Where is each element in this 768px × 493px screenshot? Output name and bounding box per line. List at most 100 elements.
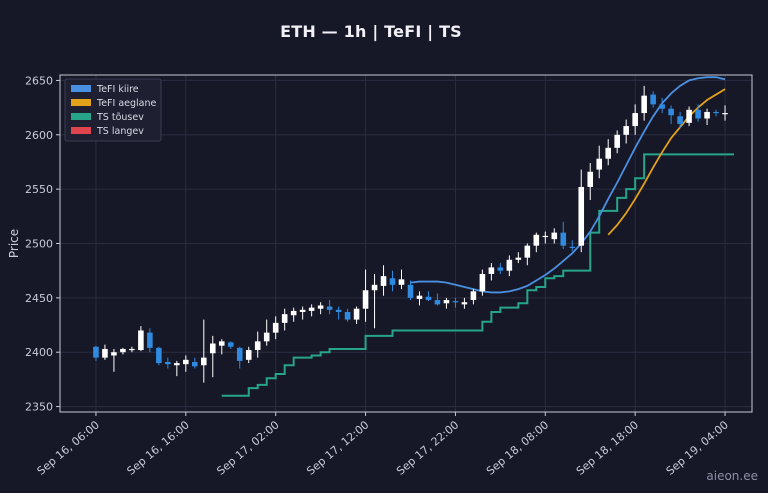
candle-body [659,104,665,109]
legend: TeFI kiire TeFI aeglane TS tõusev TS langev [64,78,162,142]
tefi-slow-line [607,88,726,236]
candle-body [578,186,585,246]
candle-body [317,305,324,309]
candle-body [443,300,450,304]
y-tick-label: 2450 [25,292,53,305]
candle-body [614,134,620,148]
candle-body [344,311,351,320]
candle-body [201,357,207,366]
legend-label: TeFI aeglane [96,98,156,109]
candle-body [416,295,423,299]
candle-body [515,257,522,260]
candle-body [120,348,126,353]
legend-label: TS langev [96,126,144,137]
candle-body [371,284,378,291]
x-tick-label: Sep 17, 22:00 [394,418,461,477]
x-tick-label: Sep 16, 06:00 [35,418,102,477]
y-axis-label: Price [7,229,21,258]
candle-body [156,347,162,364]
candles [93,85,728,383]
series-lines [221,76,735,397]
candle-body [722,113,728,115]
y-tick-label: 2500 [25,238,53,251]
candle-body [452,301,459,303]
candle-body [245,350,252,360]
x-tick-label: Sep 17, 12:00 [304,418,371,477]
candle-body [605,147,611,159]
candle-body [102,348,108,358]
candle-body [129,348,135,351]
candle-body [479,273,486,292]
legend-swatch [71,99,91,106]
candle-body [183,359,189,365]
candle-body [227,342,234,347]
watermark: aieon.ee [706,469,758,483]
legend-label: TeFI kiire [96,84,139,95]
legend-swatch [71,113,91,120]
y-tick-label: 2550 [25,183,53,196]
y-tick-label: 2650 [25,74,53,87]
candle-body [551,232,558,240]
candle-body [218,341,225,346]
candle-body [533,234,540,246]
candle-body [497,267,504,271]
candle-body [93,346,99,358]
candle-body [695,109,701,119]
candle-body [434,300,441,305]
candle-body [470,291,477,301]
candle-body [236,347,243,361]
legend-swatch [71,127,91,134]
x-tick-label: Sep 17, 02:00 [214,418,281,477]
legend-label: TS tõusev [96,112,144,123]
candle-body [299,309,306,312]
candle-body [192,361,198,367]
y-tick-label: 2350 [25,401,53,414]
legend-swatch [71,85,91,92]
y-tick-label: 2400 [25,346,53,359]
candle-body [335,309,342,312]
candle-body [560,232,567,246]
candle-body [174,363,180,366]
candle-body [138,330,144,351]
candle-body [407,284,414,298]
candle-body [389,278,396,285]
x-tick-label: Sep 18, 08:00 [484,418,551,477]
candle-body [111,352,117,356]
candle-body [165,361,171,365]
legend-box [64,78,162,142]
candle-body [632,113,638,127]
candle-body [425,296,432,301]
candle-body [587,171,594,187]
candle-body [209,343,216,354]
x-tick-label: Sep 18, 18:00 [574,418,641,477]
candle-body [596,158,603,170]
x-tick-label: Sep 16, 16:00 [124,418,191,477]
candle-body [506,259,513,271]
candle-body [362,290,369,309]
candle-body [254,341,261,351]
candle-body [326,306,333,310]
candle-body [668,108,674,116]
candle-body [380,276,387,286]
candle-body [650,94,656,105]
candle-body [290,310,297,316]
candle-body [147,332,153,348]
candle-body [281,314,288,323]
candle-body [704,111,710,119]
candle-body [713,111,719,114]
candle-body [542,235,549,238]
candle-body [398,279,405,285]
candle-body [263,332,270,342]
candle-body [677,116,683,124]
candle-body [272,322,279,333]
candle-body [524,245,531,258]
candle-body [569,246,576,248]
candle-body [461,302,468,305]
candle-body [353,308,360,320]
candle-body [686,109,692,123]
y-tick-label: 2600 [25,129,53,142]
ts-up-line [221,153,735,397]
grid [60,75,752,412]
candle-body [641,95,647,114]
chart-title: ETH — 1h | TeFI | TS [280,22,462,41]
